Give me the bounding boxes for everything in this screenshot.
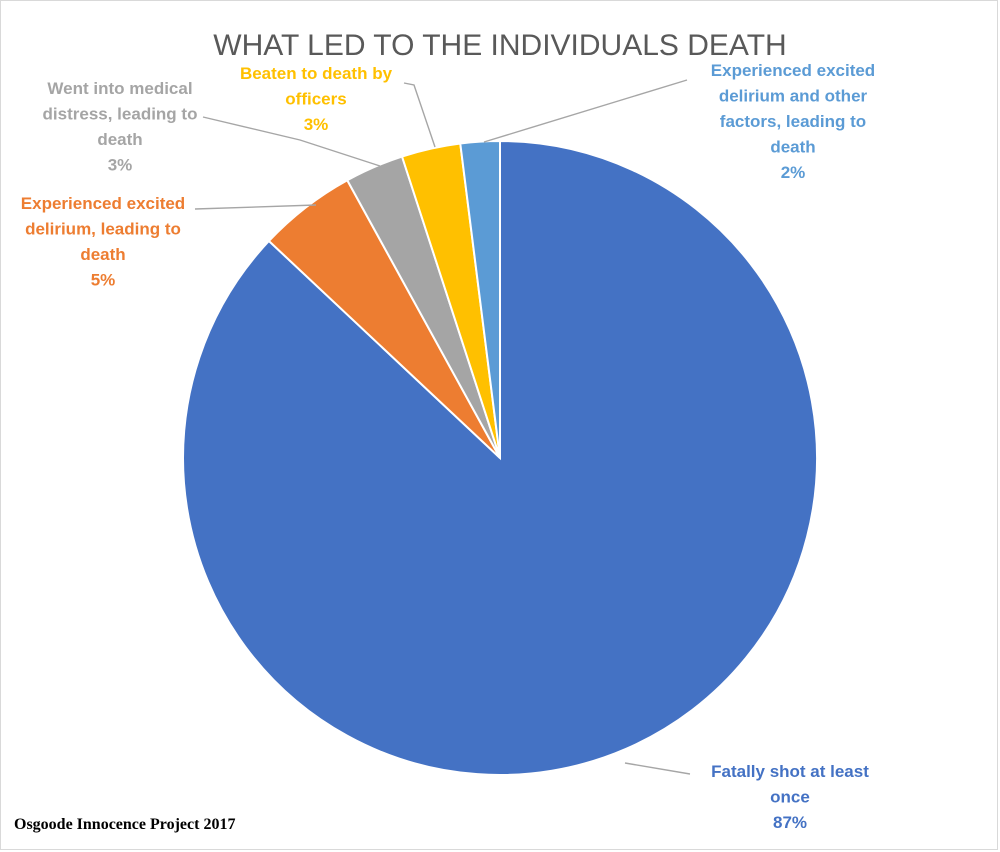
slice-label-line: Went into medical xyxy=(47,79,192,98)
slice-label-line: death xyxy=(97,130,142,149)
slice-label-line: death xyxy=(770,138,815,157)
slice-label: Went into medical distress, leading to dea… xyxy=(43,79,198,175)
slice-label-line: Fatally shot at least xyxy=(711,762,869,781)
slice-label: Beaten to death by officers 3% xyxy=(240,64,393,134)
slice-label-line: factors, leading to xyxy=(720,112,866,131)
slice-label-line: once xyxy=(770,788,810,807)
slice-label: Experienced excited delirium and other fac… xyxy=(711,61,875,182)
slice-label-line: delirium and other xyxy=(719,87,868,106)
slice-label: Experienced excited delirium, leading to d… xyxy=(21,194,185,290)
slice-label-line: Beaten to death by xyxy=(240,64,393,83)
leader-line xyxy=(194,204,317,210)
source-note: Osgoode Innocence Project 2017 xyxy=(14,816,236,833)
leader-line xyxy=(624,762,691,775)
leader-line xyxy=(483,79,688,143)
slice-percent: 2% xyxy=(781,163,806,182)
slice-labels: Fatally shot at least once 87% Experienced … xyxy=(21,61,875,832)
chart-title: WHAT LED TO THE INDIVIDUALS DEATH xyxy=(213,29,786,62)
leader-line xyxy=(202,116,381,167)
slice-delirium-other xyxy=(459,139,501,459)
slice-label-line: Experienced excited xyxy=(21,194,185,213)
pie-slices xyxy=(182,139,818,776)
slice-label-line: Experienced excited xyxy=(711,61,875,80)
leader-line xyxy=(403,82,436,148)
slice-label-line: officers xyxy=(285,90,346,109)
slice-percent: 87% xyxy=(773,813,807,832)
slice-label-line: distress, leading to xyxy=(43,105,198,124)
leader-lines xyxy=(194,79,691,775)
slice-percent: 3% xyxy=(108,156,133,175)
slice-label: Fatally shot at least once 87% xyxy=(711,762,869,832)
slice-label-line: delirium, leading to xyxy=(25,220,181,239)
slice-percent: 3% xyxy=(304,115,329,134)
slice-percent: 5% xyxy=(91,271,116,290)
slice-label-line: death xyxy=(80,245,125,264)
